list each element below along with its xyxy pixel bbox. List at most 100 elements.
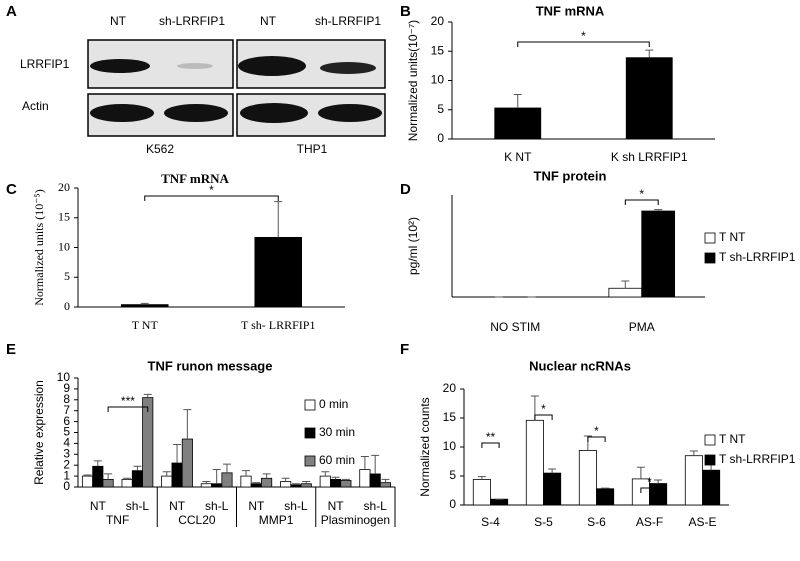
cell-line-label: THP1 [297, 142, 328, 156]
error-bar [123, 477, 132, 480]
group-label: MMP1 [259, 513, 294, 527]
bar [171, 462, 183, 488]
legend-label: T sh-LRRFIP1 [719, 452, 796, 466]
error-bar [222, 463, 231, 473]
significance-bracket [517, 41, 650, 47]
y-tick-label: 0 [63, 479, 70, 493]
y-tick-label: 7 [63, 403, 70, 417]
x-tick-label: sh-L [364, 499, 388, 513]
y-tick-label: 9 [63, 381, 70, 395]
significance-bracket [534, 414, 553, 420]
error-bar [601, 487, 610, 489]
bar [641, 210, 676, 298]
error-bar [133, 465, 142, 471]
error-bar [143, 393, 152, 398]
error-bar [654, 479, 663, 484]
bar [319, 475, 331, 488]
y-tick-label: 0 [449, 497, 456, 511]
legend-label: T sh-LRRFIP1 [719, 250, 796, 264]
bar [200, 483, 212, 488]
x-tick-label: sh-L [126, 499, 150, 513]
legend-swatch [304, 455, 316, 467]
y-tick-label: 10 [57, 370, 71, 384]
band [320, 62, 376, 74]
chart-title: TNF protein [534, 168, 607, 183]
significance-label: * [647, 475, 652, 489]
y-tick-label: 5 [63, 425, 70, 439]
bar [161, 475, 173, 488]
x-tick-label: AS-F [636, 515, 663, 529]
error-bar [140, 302, 149, 305]
significance-label: ** [486, 430, 496, 444]
y-tick-label: 0 [64, 299, 70, 313]
error-bar [242, 470, 251, 477]
bar [684, 455, 703, 506]
x-tick-label: NT [169, 499, 186, 513]
bar [254, 236, 303, 308]
y-tick-label: 15 [431, 43, 445, 57]
bar [369, 473, 381, 488]
y-tick-label: 10 [58, 239, 70, 253]
bar [525, 419, 544, 506]
significance-bracket [587, 436, 606, 442]
error-bar [621, 280, 630, 289]
error-bar [341, 478, 350, 481]
bar [340, 480, 352, 488]
bar [211, 483, 223, 488]
significance-bracket [107, 406, 149, 412]
x-tick-label: NT [248, 499, 265, 513]
y-tick-label: 15 [443, 410, 457, 424]
lane-label: NT [110, 14, 127, 28]
significance-label: * [209, 183, 214, 197]
bar [290, 484, 302, 488]
row-label: Actin [22, 99, 49, 113]
error-bar [162, 471, 171, 477]
y-tick-label: 5 [64, 269, 70, 283]
band [240, 103, 308, 123]
error-bar [302, 481, 311, 484]
legend-swatch [704, 252, 716, 264]
band [164, 104, 228, 122]
y-tick-label: 3 [63, 446, 70, 460]
error-bar [183, 409, 192, 440]
significance-bracket [640, 487, 659, 493]
band [238, 56, 306, 76]
legend-swatch [304, 427, 316, 439]
chart-title: TNF mRNA [536, 3, 605, 18]
panel-label: C [6, 181, 17, 198]
error-bar [548, 468, 557, 474]
y-tick-label: 10 [443, 439, 457, 453]
bar [359, 469, 371, 488]
legend-label: 60 min [319, 453, 355, 467]
x-tick-label: sh-L [284, 499, 308, 513]
legend-label: 0 min [319, 397, 348, 411]
bar [181, 438, 193, 488]
error-bar [381, 478, 390, 483]
error-bar [262, 473, 271, 479]
y-tick-label: 0 [437, 131, 444, 145]
error-bar [274, 201, 283, 238]
bar [120, 304, 169, 308]
error-bar [202, 481, 211, 484]
x-tick-label: NO STIM [490, 320, 540, 334]
error-bar [252, 482, 261, 484]
y-tick-label: 1 [63, 468, 70, 482]
x-tick-label: NT [90, 499, 107, 513]
error-bar [654, 209, 663, 212]
legend-swatch [704, 454, 716, 466]
group-label: TNF [106, 513, 129, 527]
bar [649, 483, 668, 506]
y-tick-label: 2 [63, 457, 70, 471]
legend-label: T NT [719, 230, 746, 244]
x-tick-label: sh-L [205, 499, 229, 513]
bar [261, 477, 273, 488]
error-bar [689, 450, 698, 456]
chart-title: TNF mRNA [161, 171, 229, 186]
bar [472, 479, 491, 506]
bar [625, 57, 673, 140]
y-tick-label: 20 [443, 381, 457, 395]
x-tick-label: S-5 [534, 515, 553, 529]
significance-bracket [144, 195, 279, 201]
chart-title: TNF runon message [148, 358, 273, 373]
y-axis-label: pg/ml (10²) [406, 217, 420, 275]
